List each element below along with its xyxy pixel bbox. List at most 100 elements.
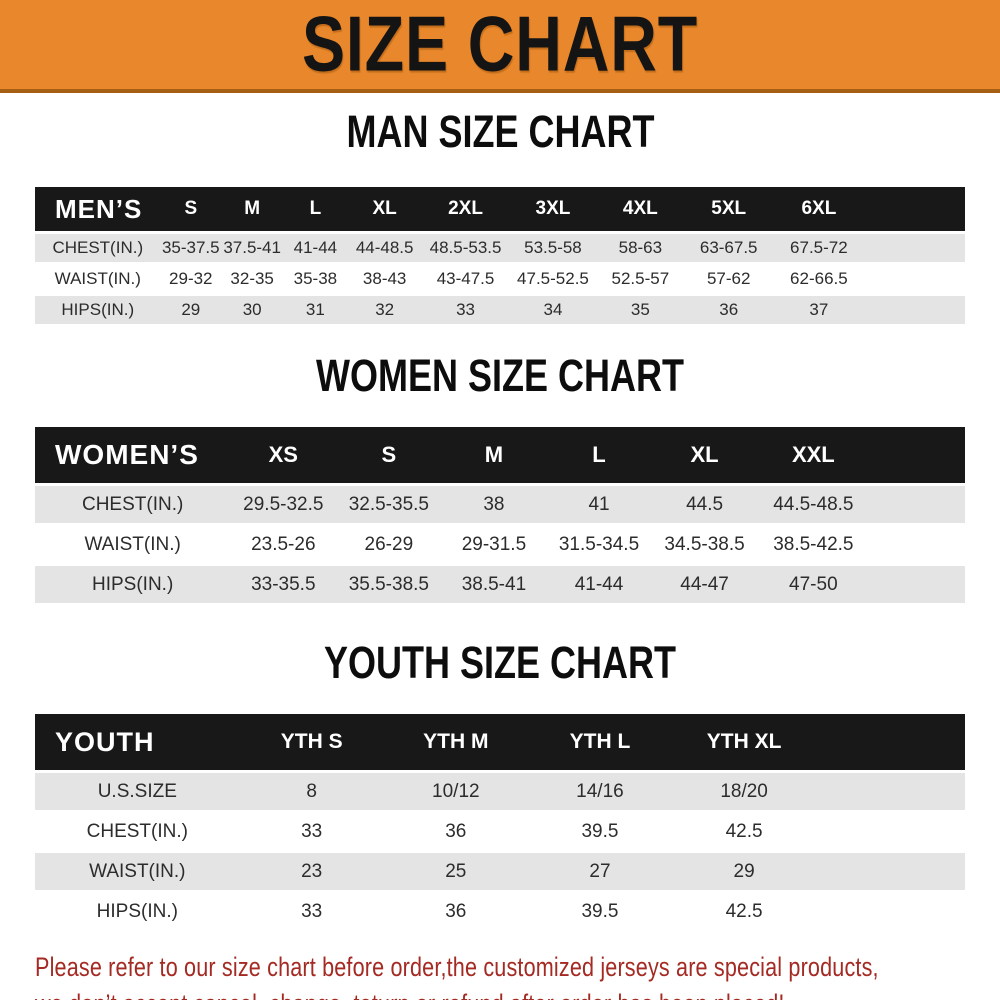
size-value: 34.5-38.5 [651,526,758,563]
table-row: WAIST(IN.) 23.5-26 26-29 29-31.5 31.5-34.5 34… [35,526,965,563]
size-column-header: YTH L [527,714,673,770]
size-value: 63-67.5 [684,234,774,262]
size-value: 42.5 [672,813,817,850]
size-value: 32.5-35.5 [336,486,442,523]
size-value: 42.5 [672,893,817,930]
size-value: 48.5-53.5 [421,234,510,262]
row-label: U.S.SIZE [35,773,240,810]
size-column-header: YTH M [383,714,528,770]
row-label: CHEST(IN.) [35,813,240,850]
size-column-header: XL [651,427,758,483]
man-size-chart-section: MAN SIZE CHART MEN’S S M L XL 2XL 3XL 4XL 5XL 6XL… [0,107,1000,327]
size-column-header: S [336,427,442,483]
size-value: 23 [239,853,384,890]
size-column-header: 2XL [421,187,510,231]
size-value: 57-62 [684,265,774,293]
size-value: 32-35 [221,265,284,293]
row-spacer [816,773,965,810]
row-label: WAIST(IN.) [35,526,231,563]
size-value: 35-38 [283,265,348,293]
size-value: 30 [221,296,284,324]
size-value: 31.5-34.5 [546,526,652,563]
table-row: CHEST(IN.) 33 36 39.5 42.5 [35,813,965,850]
row-label: HIPS(IN.) [35,296,161,324]
size-value: 14/16 [527,773,673,810]
size-value: 62-66.5 [773,265,865,293]
table-corner-label: YOUTH [35,714,240,770]
size-value: 8 [239,773,384,810]
header-spacer [869,427,965,483]
size-value: 44.5 [651,486,758,523]
size-value: 31 [283,296,348,324]
size-value: 36 [383,893,528,930]
size-value: 39.5 [527,893,673,930]
youth-size-chart-title: YOUTH SIZE CHART [323,637,676,688]
size-value: 34 [509,296,597,324]
row-spacer [864,234,965,262]
size-value: 67.5-72 [773,234,865,262]
table-row: WAIST(IN.) 29-32 32-35 35-38 38-43 43-47.5 47.… [35,265,965,293]
size-value: 44-48.5 [347,234,422,262]
size-value: 35 [596,296,685,324]
youth-size-chart-section: YOUTH SIZE CHART YOUTH YTH S YTH M YTH L YTH… [0,638,1000,933]
size-value: 33 [421,296,510,324]
size-column-header: S [160,187,221,231]
row-label: CHEST(IN.) [35,234,161,262]
size-value: 43-47.5 [421,265,510,293]
size-value: 38.5-41 [441,566,547,603]
size-value: 53.5-58 [509,234,597,262]
size-value: 27 [527,853,673,890]
table-corner-label: MEN’S [35,187,161,231]
size-value: 25 [383,853,528,890]
size-value: 29.5-32.5 [230,486,337,523]
size-value: 41-44 [546,566,652,603]
size-column-header: XL [347,187,422,231]
size-value: 29 [160,296,221,324]
size-column-header: YTH S [239,714,384,770]
row-label: HIPS(IN.) [35,566,231,603]
size-value: 38-43 [347,265,422,293]
size-value: 35.5-38.5 [336,566,442,603]
man-size-table: MEN’S S M L XL 2XL 3XL 4XL 5XL 6XL CHEST(IN.) 35-3… [35,184,965,327]
size-column-header: L [283,187,348,231]
size-value: 44.5-48.5 [757,486,870,523]
notice-line-1: Please refer to our size chart before or… [35,952,879,982]
table-row: HIPS(IN.) 33-35.5 35.5-38.5 38.5-41 41-44 44-… [35,566,965,603]
row-label: WAIST(IN.) [35,265,161,293]
size-value: 10/12 [383,773,528,810]
man-size-chart-title: MAN SIZE CHART [345,106,654,157]
row-spacer [869,486,965,523]
size-value: 36 [383,813,528,850]
size-value: 39.5 [527,813,673,850]
size-value: 23.5-26 [230,526,337,563]
row-spacer [864,296,965,324]
row-spacer [869,526,965,563]
size-value: 41 [546,486,652,523]
row-spacer [869,566,965,603]
women-size-table: WOMEN’S XS S M L XL XXL CHEST(IN.) 29.5-32.5 32.… [35,424,965,606]
size-value: 52.5-57 [596,265,685,293]
size-value: 44-47 [651,566,758,603]
table-row: CHEST(IN.) 29.5-32.5 32.5-35.5 38 41 44.5 44.5… [35,486,965,523]
row-label: CHEST(IN.) [35,486,231,523]
banner-title: SIZE CHART [301,1,699,88]
notice-line-2: we don’t accept cancel, change, teturn o… [35,986,807,1000]
size-value: 47.5-52.5 [509,265,597,293]
size-value: 37 [773,296,865,324]
size-column-header: 3XL [509,187,597,231]
size-column-header: YTH XL [672,714,817,770]
row-label: WAIST(IN.) [35,853,240,890]
size-value: 29 [672,853,817,890]
size-column-header: M [441,427,547,483]
size-value: 36 [684,296,774,324]
size-value: 33 [239,813,384,850]
table-row: HIPS(IN.) 33 36 39.5 42.5 [35,893,965,930]
size-column-header: 4XL [596,187,685,231]
size-value: 29-31.5 [441,526,547,563]
table-header-row: YOUTH YTH S YTH M YTH L YTH XL [35,714,965,770]
size-column-header: M [221,187,284,231]
size-value: 32 [347,296,422,324]
table-row: U.S.SIZE 8 10/12 14/16 18/20 [35,773,965,810]
size-value: 41-44 [283,234,348,262]
size-column-header: 5XL [684,187,774,231]
